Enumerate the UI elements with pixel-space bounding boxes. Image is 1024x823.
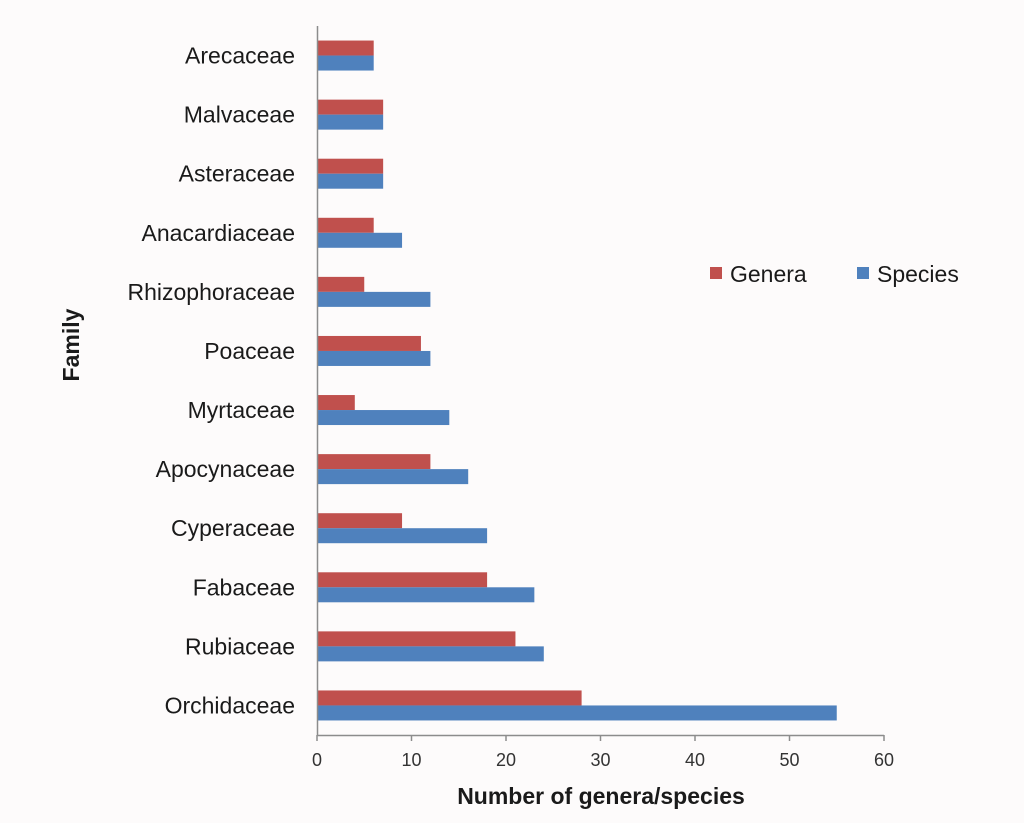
category-label-myrtaceae: Myrtaceae	[188, 397, 295, 423]
x-tick-label: 40	[685, 750, 705, 770]
bar-genera-arecaceae	[317, 40, 374, 56]
bar-species-cyperaceae	[317, 528, 488, 544]
category-label-orchidaceae: Orchidaceae	[165, 692, 295, 718]
bar-species-myrtaceae	[317, 410, 450, 426]
legend-swatch-species	[857, 267, 869, 279]
x-tick-label: 60	[874, 750, 894, 770]
bar-species-arecaceae	[317, 55, 374, 71]
x-tick-label: 50	[779, 750, 799, 770]
legend: Genera Species	[710, 261, 959, 287]
legend-label-genera: Genera	[730, 261, 807, 287]
category-label-anacardiaceae: Anacardiaceae	[142, 220, 295, 246]
category-label-asteraceae: Asteraceae	[179, 161, 295, 187]
category-label-apocynaceae: Apocynaceae	[156, 456, 295, 482]
bar-species-asteraceae	[317, 173, 384, 189]
bar-species-anacardiaceae	[317, 232, 403, 248]
legend-swatch-genera	[710, 267, 722, 279]
bar-genera-myrtaceae	[317, 395, 355, 411]
category-label-rubiaceae: Rubiaceae	[185, 633, 295, 659]
x-tick-label: 20	[496, 750, 516, 770]
y-axis-title: Family	[58, 308, 84, 381]
bar-genera-rhizophoraceae	[317, 276, 365, 292]
bars-group	[317, 40, 837, 721]
bar-species-rhizophoraceae	[317, 291, 431, 307]
bar-genera-orchidaceae	[317, 690, 582, 706]
bar-species-orchidaceae	[317, 705, 837, 721]
category-label-arecaceae: Arecaceae	[185, 43, 295, 69]
bar-genera-anacardiaceae	[317, 217, 374, 233]
bar-genera-fabaceae	[317, 572, 488, 588]
bar-genera-malvaceae	[317, 99, 384, 115]
category-label-rhizophoraceae: Rhizophoraceae	[127, 279, 295, 305]
category-label-poaceae: Poaceae	[204, 338, 295, 364]
bar-genera-apocynaceae	[317, 454, 431, 470]
bar-species-apocynaceae	[317, 469, 469, 485]
x-tick-label: 10	[401, 750, 421, 770]
bar-species-fabaceae	[317, 587, 535, 603]
bar-species-poaceae	[317, 350, 431, 366]
category-labels-group: Orchidaceae Rubiaceae Fabaceae Cyperaceae Ap…	[127, 43, 295, 719]
x-tick-label: 30	[590, 750, 610, 770]
bar-genera-cyperaceae	[317, 513, 403, 529]
bar-genera-rubiaceae	[317, 631, 516, 647]
bar-genera-poaceae	[317, 335, 421, 351]
bar-genera-asteraceae	[317, 158, 384, 174]
x-axis-title: Number of genera/species	[457, 783, 745, 809]
category-label-malvaceae: Malvaceae	[184, 102, 295, 128]
bar-species-rubiaceae	[317, 646, 544, 662]
category-label-fabaceae: Fabaceae	[193, 574, 295, 600]
x-ticks-group: 0 10 20 30 40 50 60	[312, 735, 894, 770]
bar-species-malvaceae	[317, 114, 384, 130]
x-tick-label: 0	[312, 750, 322, 770]
category-label-cyperaceae: Cyperaceae	[171, 515, 295, 541]
legend-label-species: Species	[877, 261, 959, 287]
